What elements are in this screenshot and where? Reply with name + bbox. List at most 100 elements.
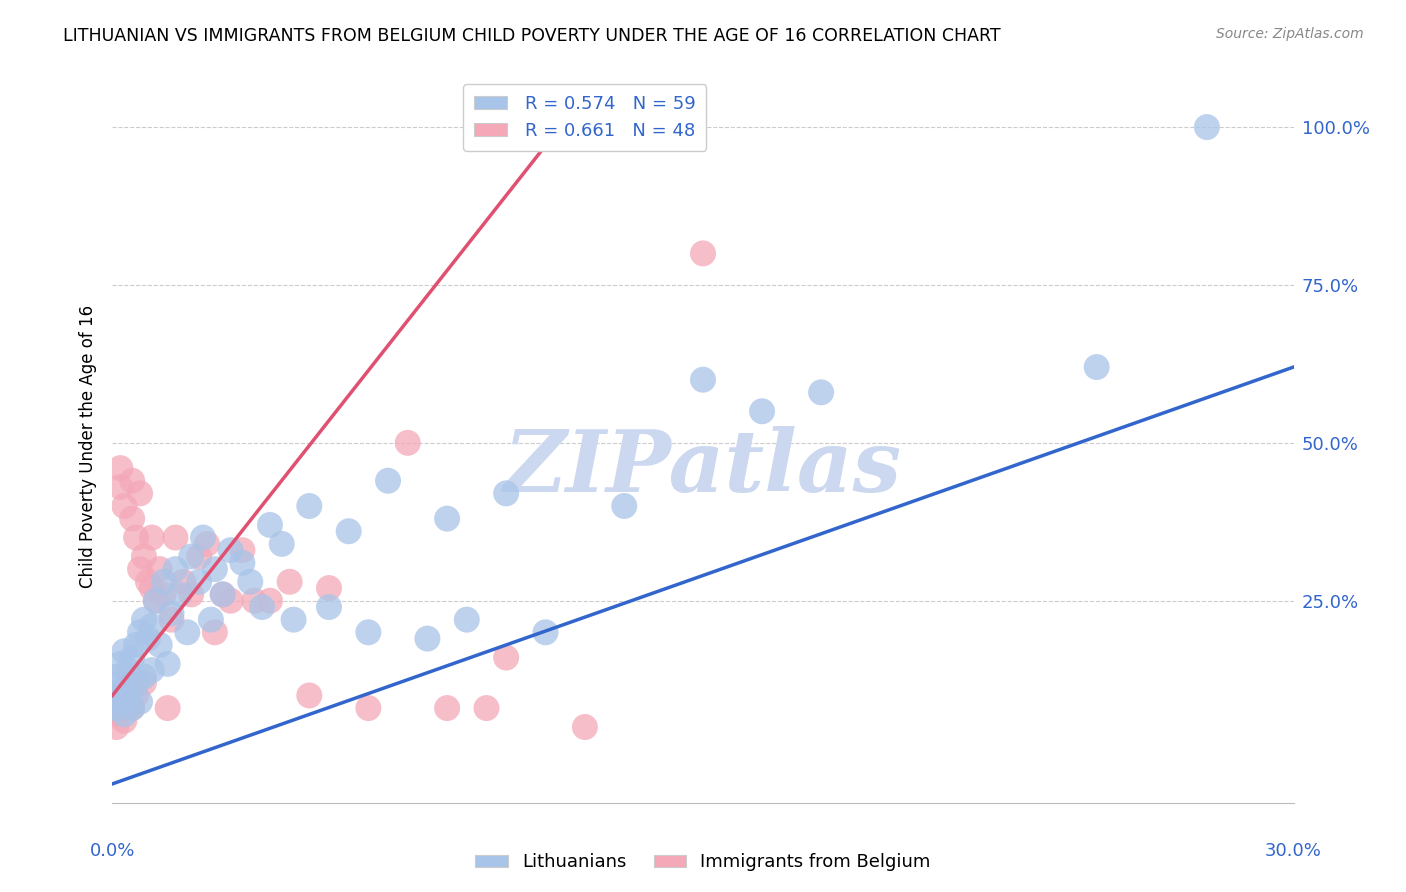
- Point: [125, 675, 148, 690]
- Point: [141, 619, 163, 633]
- Text: 30.0%: 30.0%: [1265, 842, 1322, 860]
- Point: [416, 632, 439, 646]
- Point: [129, 695, 152, 709]
- Point: [160, 613, 183, 627]
- Point: [125, 531, 148, 545]
- Point: [117, 675, 139, 690]
- Point: [141, 663, 163, 677]
- Text: 0.0%: 0.0%: [90, 842, 135, 860]
- Point: [180, 587, 202, 601]
- Legend: R = 0.574   N = 59, R = 0.661   N = 48: R = 0.574 N = 59, R = 0.661 N = 48: [464, 84, 706, 151]
- Point: [180, 549, 202, 564]
- Point: [105, 669, 128, 683]
- Point: [250, 600, 273, 615]
- Point: [125, 689, 148, 703]
- Point: [278, 574, 301, 589]
- Point: [152, 587, 174, 601]
- Point: [156, 657, 179, 671]
- Point: [456, 613, 478, 627]
- Point: [121, 474, 143, 488]
- Point: [1195, 120, 1218, 134]
- Point: [112, 644, 135, 658]
- Point: [132, 549, 155, 564]
- Point: [298, 689, 321, 703]
- Point: [132, 675, 155, 690]
- Point: [574, 720, 596, 734]
- Point: [112, 714, 135, 728]
- Text: Source: ZipAtlas.com: Source: ZipAtlas.com: [1216, 27, 1364, 41]
- Point: [156, 701, 179, 715]
- Point: [243, 593, 266, 607]
- Point: [495, 650, 517, 665]
- Point: [810, 385, 832, 400]
- Point: [121, 701, 143, 715]
- Point: [169, 587, 191, 601]
- Point: [231, 543, 253, 558]
- Point: [125, 638, 148, 652]
- Point: [195, 537, 218, 551]
- Point: [129, 562, 152, 576]
- Point: [112, 707, 135, 722]
- Point: [259, 593, 281, 607]
- Point: [152, 574, 174, 589]
- Point: [129, 625, 152, 640]
- Point: [377, 474, 399, 488]
- Point: [357, 701, 380, 715]
- Point: [396, 435, 419, 450]
- Text: ZIPatlas: ZIPatlas: [503, 425, 903, 509]
- Point: [165, 531, 187, 545]
- Point: [160, 607, 183, 621]
- Point: [165, 562, 187, 576]
- Point: [191, 531, 214, 545]
- Point: [132, 613, 155, 627]
- Point: [141, 531, 163, 545]
- Point: [117, 689, 139, 703]
- Point: [149, 638, 172, 652]
- Point: [357, 625, 380, 640]
- Point: [283, 613, 305, 627]
- Point: [172, 574, 194, 589]
- Point: [129, 486, 152, 500]
- Point: [110, 480, 132, 494]
- Point: [188, 574, 211, 589]
- Point: [318, 600, 340, 615]
- Point: [211, 587, 233, 601]
- Point: [105, 720, 128, 734]
- Point: [211, 587, 233, 601]
- Point: [110, 461, 132, 475]
- Point: [110, 695, 132, 709]
- Point: [110, 695, 132, 709]
- Point: [219, 543, 242, 558]
- Point: [145, 593, 167, 607]
- Point: [105, 689, 128, 703]
- Point: [692, 373, 714, 387]
- Point: [121, 650, 143, 665]
- Point: [475, 701, 498, 715]
- Point: [112, 499, 135, 513]
- Point: [436, 511, 458, 525]
- Legend: Lithuanians, Immigrants from Belgium: Lithuanians, Immigrants from Belgium: [468, 847, 938, 879]
- Point: [121, 511, 143, 525]
- Point: [112, 682, 135, 697]
- Point: [121, 701, 143, 715]
- Point: [270, 537, 292, 551]
- Point: [132, 669, 155, 683]
- Point: [219, 593, 242, 607]
- Point: [204, 562, 226, 576]
- Point: [1085, 360, 1108, 375]
- Point: [436, 701, 458, 715]
- Point: [337, 524, 360, 539]
- Point: [239, 574, 262, 589]
- Point: [149, 562, 172, 576]
- Point: [259, 517, 281, 532]
- Point: [751, 404, 773, 418]
- Point: [613, 499, 636, 513]
- Point: [110, 657, 132, 671]
- Point: [105, 707, 128, 722]
- Point: [105, 701, 128, 715]
- Point: [136, 574, 159, 589]
- Point: [117, 663, 139, 677]
- Point: [145, 593, 167, 607]
- Point: [204, 625, 226, 640]
- Text: LITHUANIAN VS IMMIGRANTS FROM BELGIUM CHILD POVERTY UNDER THE AGE OF 16 CORRELAT: LITHUANIAN VS IMMIGRANTS FROM BELGIUM CH…: [63, 27, 1001, 45]
